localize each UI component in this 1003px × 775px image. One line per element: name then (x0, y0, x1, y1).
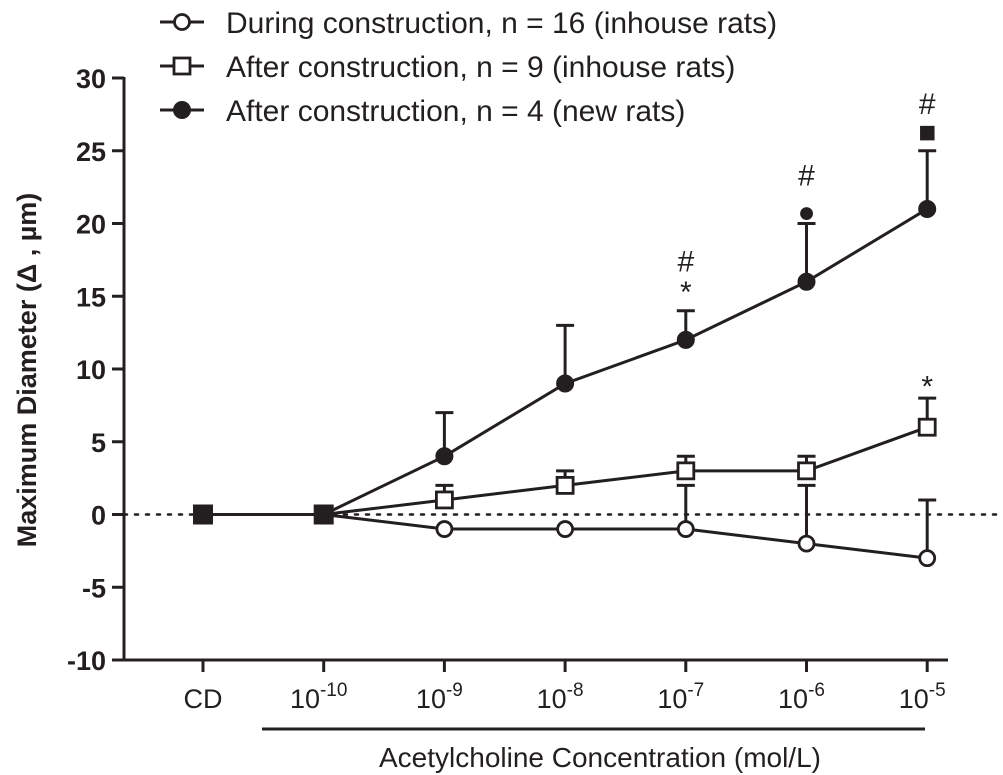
x-axis-title: Acetylcholine Concentration (mol/L) (379, 742, 821, 773)
legend-marker (173, 13, 191, 31)
y-tick-label: -5 (82, 573, 106, 603)
data-point (556, 520, 574, 538)
data-point (193, 504, 213, 525)
data-point (917, 417, 937, 437)
data-point (676, 520, 695, 538)
data-point (797, 272, 816, 291)
data-point (676, 330, 695, 349)
significance-annotation: # (798, 159, 815, 192)
data-point (797, 461, 816, 481)
data-point (435, 520, 454, 538)
y-tick-label: 25 (76, 137, 106, 167)
data-point (676, 461, 696, 481)
legend-label: During construction, n = 16 (inhouse rat… (226, 7, 777, 40)
significance-annotation: ● (797, 196, 815, 229)
significance-annotation: * (680, 276, 692, 309)
legend: During construction, n = 16 (inhouse rat… (160, 7, 777, 128)
data-point (797, 534, 816, 553)
legend-label: After construction, n = 9 (inhouse rats) (226, 51, 735, 84)
significance-annotation: # (919, 88, 936, 121)
y-tick-label: 30 (76, 64, 106, 94)
data-point (556, 374, 575, 393)
x-tick-label: 10-7 (657, 680, 704, 714)
x-tick-label: 10-9 (416, 680, 463, 714)
y-tick-label: 5 (91, 428, 106, 458)
significance-annotation: ■ (918, 116, 936, 149)
y-axis-title: Maximum Diameter (Δ , µm) (12, 193, 42, 548)
x-tick-label: 10-10 (290, 680, 348, 714)
data-point (434, 490, 454, 510)
axes: -10 -5 0 5 10 15 20 25 30 CD 10-10 10-9 10-8 10-7 10-6… (67, 64, 948, 731)
y-tick-label: 0 (91, 501, 106, 531)
data-point (918, 199, 937, 218)
legend-marker (172, 56, 192, 76)
plot-area: #*#●#■* (122, 88, 1003, 568)
y-tick-label: 15 (76, 282, 106, 312)
data-point (918, 549, 937, 568)
y-tick-label: -10 (67, 646, 106, 676)
significance-annotation: # (677, 245, 694, 278)
x-tick-label: 10-6 (778, 680, 825, 714)
x-tick-label: 10-8 (537, 680, 584, 714)
data-point (313, 504, 334, 525)
y-tick-label: 20 (76, 210, 106, 240)
significance-annotation: * (921, 370, 933, 403)
legend-marker (173, 101, 191, 119)
y-tick-label: 10 (76, 355, 106, 385)
data-point (435, 447, 454, 466)
data-point (555, 475, 575, 495)
x-tick-label: CD (184, 684, 223, 714)
x-tick-label: 10-5 (899, 680, 946, 714)
legend-label: After construction, n = 4 (new rats) (226, 95, 685, 128)
